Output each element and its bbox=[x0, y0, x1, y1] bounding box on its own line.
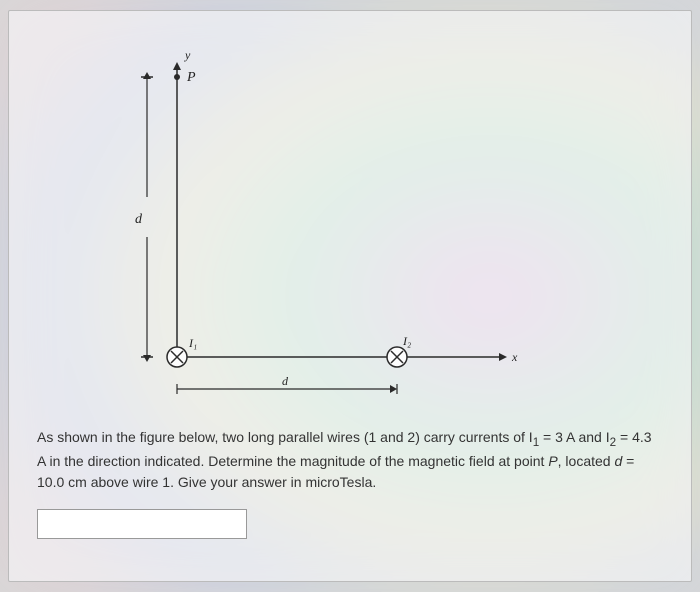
label-d-horizontal: d bbox=[282, 374, 289, 388]
prompt-part: = 3 A and I bbox=[539, 429, 609, 445]
label-I1: I₁ bbox=[188, 336, 197, 350]
physics-diagram: y P d x I₁ I₂ bbox=[107, 37, 527, 407]
answer-input[interactable] bbox=[37, 509, 247, 539]
label-I2: I₂ bbox=[402, 334, 411, 348]
label-P: P bbox=[186, 70, 196, 85]
label-y: y bbox=[184, 48, 191, 62]
label-d-vertical: d bbox=[135, 212, 143, 227]
prompt-italic-P: P bbox=[548, 453, 557, 469]
prompt-part: , located bbox=[558, 453, 615, 469]
prompt-part: As shown in the figure below, two long p… bbox=[37, 429, 533, 445]
question-card: y P d x I₁ I₂ bbox=[8, 10, 692, 582]
label-x: x bbox=[511, 350, 518, 364]
question-text: As shown in the figure below, two long p… bbox=[37, 427, 663, 493]
answer-field-wrapper bbox=[37, 509, 247, 539]
